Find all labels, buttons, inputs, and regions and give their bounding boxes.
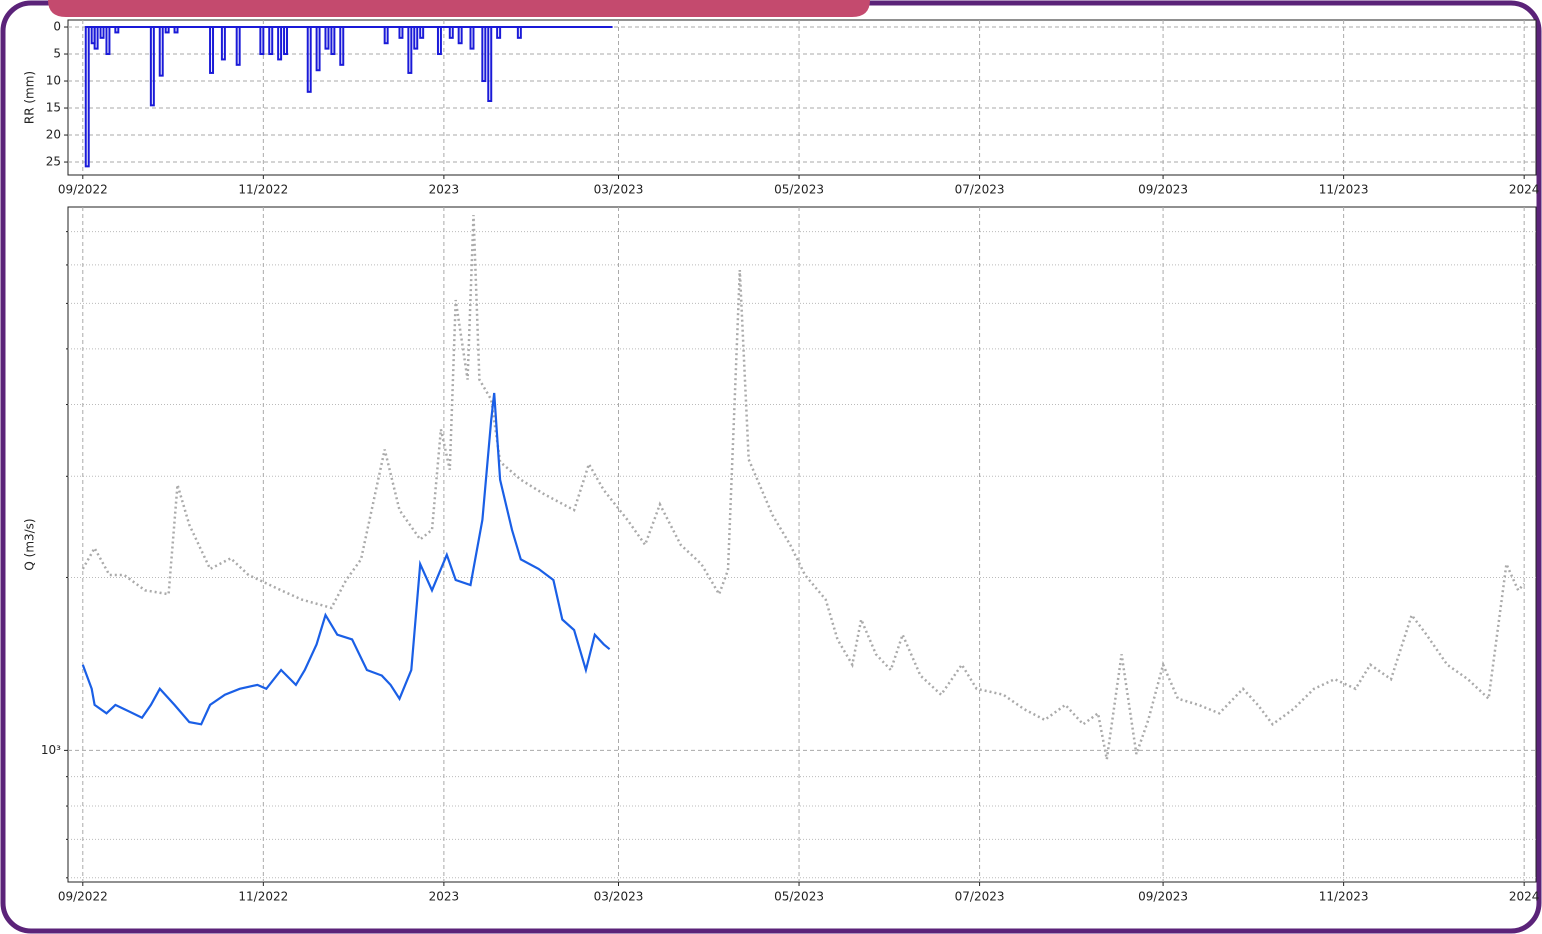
rain-bar <box>84 26 90 168</box>
x-tick-label: 05/2023 <box>774 183 824 197</box>
rain-bar <box>407 26 413 74</box>
rain-bar <box>339 26 345 66</box>
rain-bar <box>413 26 419 50</box>
rain-bar <box>448 26 454 39</box>
x-tick-label: 05/2023 <box>774 890 824 904</box>
rain-bar <box>516 26 522 39</box>
rain-bar <box>158 26 164 77</box>
x-tick-label: 09/2023 <box>1138 183 1188 197</box>
x-tick-label: 2023 <box>429 890 460 904</box>
y-tick-label: 10 <box>46 74 61 88</box>
rain-bar <box>398 26 404 39</box>
rain-bar <box>324 26 330 50</box>
x-tick-label: 09/2022 <box>58 183 108 197</box>
x-tick-label: 2024 <box>1509 183 1540 197</box>
x-tick-label: 09/2022 <box>58 890 108 904</box>
rain-bar <box>164 26 170 34</box>
header-tab <box>48 0 870 17</box>
discharge-line <box>81 392 611 726</box>
x-tick-label: 07/2023 <box>955 183 1005 197</box>
rain-bar <box>457 26 463 45</box>
x-tick-label: 11/2023 <box>1319 183 1369 197</box>
y-tick-label: 25 <box>46 155 61 169</box>
rain-bar <box>220 26 226 61</box>
y-axis-label: RR (mm) <box>23 71 37 124</box>
rain-bar <box>105 26 111 56</box>
rain-bar <box>330 26 336 56</box>
rain-bar <box>235 26 241 66</box>
rain-bar <box>306 26 312 93</box>
y-tick-label: 15 <box>46 101 61 115</box>
rain-bar <box>419 26 425 39</box>
x-tick-label: 09/2023 <box>1138 890 1188 904</box>
rain-bar <box>114 26 120 34</box>
rain-bar <box>383 26 389 45</box>
y-tick-label: 0 <box>53 20 61 34</box>
rain-bar <box>173 26 179 34</box>
rain-bar <box>209 26 215 74</box>
rain-bar <box>283 26 289 56</box>
rain-bar <box>487 26 493 103</box>
rain-bar <box>259 26 265 56</box>
rain-bar <box>469 26 475 50</box>
rain-bar <box>268 26 274 56</box>
x-tick-label: 07/2023 <box>955 890 1005 904</box>
y-tick-label: 10³ <box>41 743 61 757</box>
x-tick-label: 11/2023 <box>1319 890 1369 904</box>
plot-area <box>67 19 1537 176</box>
x-tick-label: 2024 <box>1509 890 1540 904</box>
x-tick-label: 11/2022 <box>238 890 288 904</box>
rain-bar <box>496 26 502 39</box>
x-tick-label: 2023 <box>429 183 460 197</box>
x-tick-label: 03/2023 <box>594 890 644 904</box>
y-tick-label: 20 <box>46 128 61 142</box>
discharge-line <box>81 214 1526 760</box>
rain-bar <box>277 26 283 61</box>
x-tick-label: 11/2022 <box>238 183 288 197</box>
rain-bar <box>481 26 487 83</box>
y-tick-label: 5 <box>53 47 61 61</box>
x-tick-label: 03/2023 <box>594 183 644 197</box>
rain-bar <box>99 26 105 39</box>
rain-bar <box>436 26 442 56</box>
rain-bar <box>315 26 321 72</box>
rain-bar <box>149 26 155 107</box>
plot-area <box>67 206 1537 883</box>
rain-bar <box>93 26 99 50</box>
y-axis-label: Q (m3/s) <box>23 518 37 570</box>
